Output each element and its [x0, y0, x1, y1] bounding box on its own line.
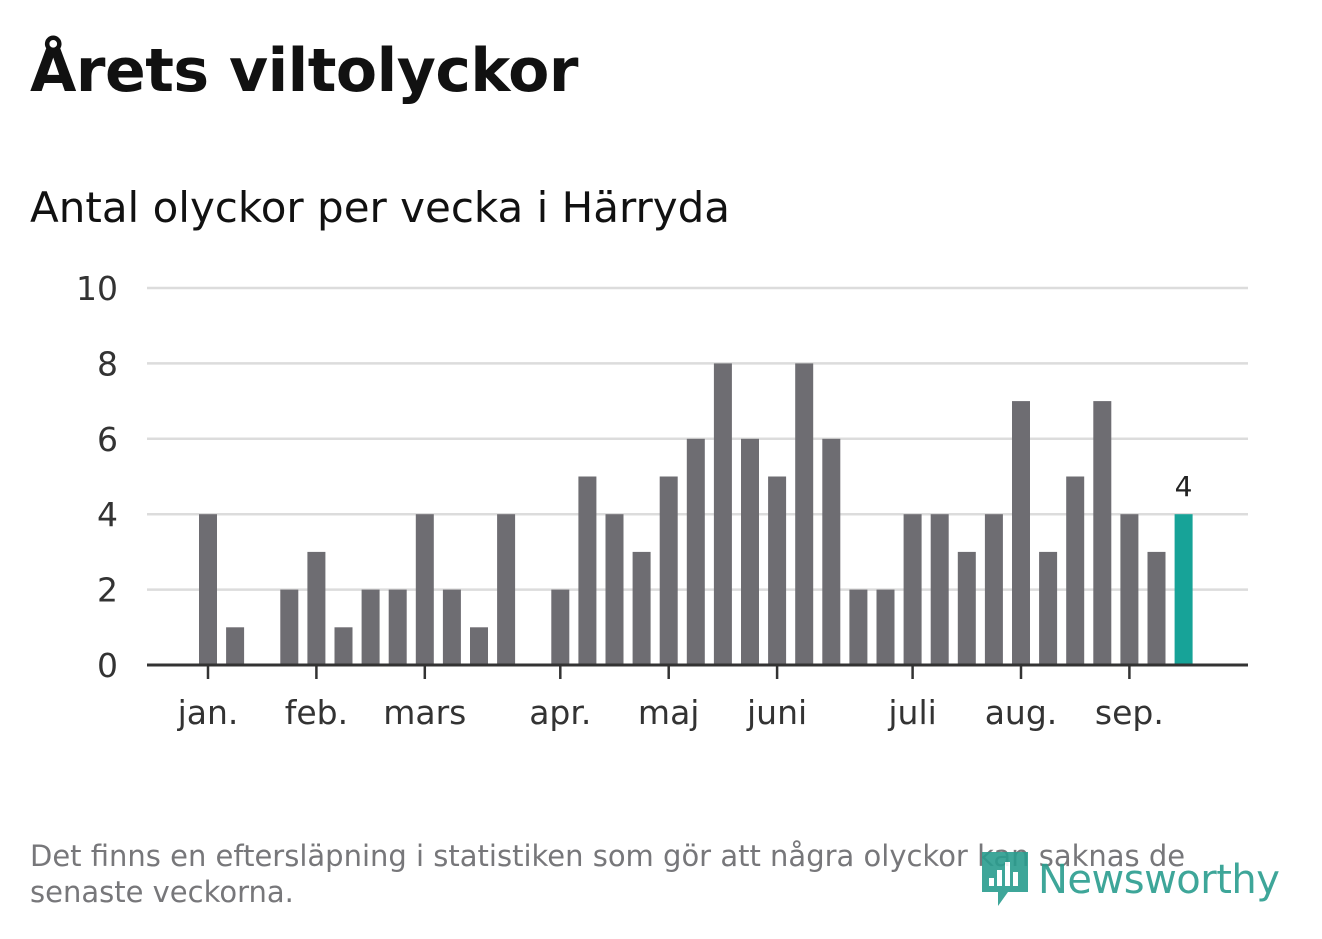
y-tick-label: 4: [97, 495, 118, 534]
labels: 0 2 4 6 8 10 4 jan. feb. mars apr. maj juni juli aug. s…: [76, 269, 1193, 732]
bar: [1093, 401, 1112, 665]
data-label: 4: [1175, 470, 1193, 503]
bar: [741, 438, 759, 665]
bar: [388, 589, 407, 665]
bars: [199, 363, 1193, 665]
bar: [930, 514, 949, 665]
bar: [361, 589, 380, 665]
bar: [578, 476, 597, 665]
x-tick-label: apr.: [529, 693, 591, 732]
bar: [686, 438, 705, 665]
bar: [713, 363, 732, 665]
bar: [1066, 476, 1085, 665]
logo-text: Newsworthy: [1038, 857, 1280, 903]
x-tick-label: juli: [887, 693, 936, 732]
x-tick-label: jan.: [177, 693, 239, 732]
x-tick-label: mars: [383, 693, 466, 732]
bar: [768, 476, 787, 665]
bar: [199, 514, 217, 665]
bar: [470, 627, 488, 665]
bar: [442, 589, 461, 665]
bar: [415, 514, 434, 665]
bar: [903, 514, 922, 665]
bar: [497, 514, 516, 665]
bar: [1012, 401, 1030, 665]
bar: [1174, 514, 1193, 665]
bar: [1147, 551, 1166, 665]
y-tick-label: 6: [97, 420, 118, 459]
bar: [795, 363, 814, 665]
x-tick-label: aug.: [985, 693, 1058, 732]
bar: [957, 551, 976, 665]
y-tick-label: 10: [76, 269, 118, 308]
bar: [1120, 514, 1139, 665]
bar: [984, 514, 1003, 665]
bar: [849, 589, 868, 665]
bar: [605, 514, 624, 665]
bar: [876, 589, 895, 665]
bar: [551, 589, 570, 665]
chart-title: Årets viltolyckor: [30, 36, 579, 106]
newsworthy-logo: Newsworthy: [980, 848, 1280, 912]
bar: [307, 551, 326, 665]
x-tick-label: maj: [638, 693, 700, 732]
bar-chart: 0 2 4 6 8 10 4 jan. feb. mars apr. maj juni juli aug. s…: [76, 269, 1248, 732]
bar: [226, 627, 245, 665]
x-axis: [147, 663, 1248, 679]
bar: [334, 627, 353, 665]
chart-subtitle: Antal olyckor per vecka i Härryda: [30, 183, 730, 232]
y-tick-label: 8: [97, 344, 118, 383]
bar: [659, 476, 678, 665]
bar: [280, 589, 299, 665]
y-tick-label: 2: [97, 571, 118, 610]
x-tick-label: sep.: [1095, 693, 1164, 732]
newsworthy-logo-icon: [982, 852, 1028, 906]
bar: [1039, 551, 1058, 665]
bar: [822, 438, 841, 665]
x-tick-label: juni: [746, 693, 807, 732]
y-tick-label: 0: [97, 646, 118, 685]
x-tick-label: feb.: [285, 693, 348, 732]
bar: [632, 551, 651, 665]
